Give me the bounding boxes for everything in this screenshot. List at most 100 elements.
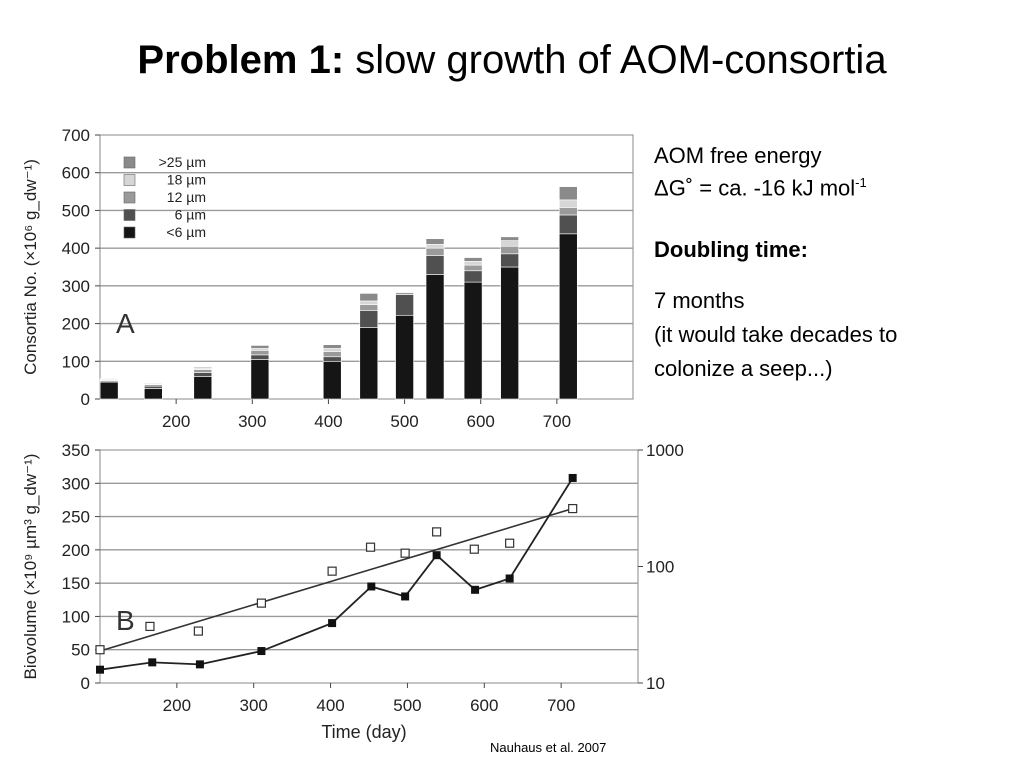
panel-a-bar-segment <box>463 264 483 272</box>
panel-a-ytick-label: 300 <box>62 277 90 296</box>
panel-a-bar-segment <box>250 345 270 349</box>
panel-b-filled-point <box>432 551 441 560</box>
panel-b-open-point <box>365 542 376 552</box>
panel-b-filled-point <box>505 574 514 583</box>
panel-a-bar-segment <box>359 304 379 311</box>
panel-b-ytick-label: 250 <box>62 508 90 527</box>
panel-a-ylabel: Consortia No. (×10⁶ g_dw⁻¹) <box>21 159 40 375</box>
legend-swatch <box>123 174 136 186</box>
panel-a-ytick-label: 0 <box>81 390 90 409</box>
panel-b-ytick-label: 300 <box>62 474 90 493</box>
panel-b-frame <box>99 449 639 684</box>
panel-b-ylabel: Biovolume (×10⁹ µm³ g_dw⁻¹) <box>21 454 40 680</box>
panel-a-bar-segment <box>500 266 519 400</box>
panel-b-open-point <box>327 566 337 576</box>
panel-b-filled-point <box>148 658 157 667</box>
doubling-note1: (it would take decades to <box>654 322 898 347</box>
panel-a-label: A <box>116 308 135 339</box>
panel-b-open-point <box>469 544 479 554</box>
panel-a-bar-segment <box>500 240 519 247</box>
doubling-text: 7 months (it would take decades to colon… <box>654 284 897 386</box>
panel-a-bar-segment <box>322 348 342 352</box>
panel-a-bar-segment <box>250 354 270 360</box>
legend-label: 6 µm <box>175 207 206 223</box>
panel-a-bar-segment <box>558 214 578 235</box>
panel-a-bar-segment <box>425 238 445 245</box>
panel-a-xtick-label: 500 <box>390 412 418 431</box>
panel-a-xtick-label: 300 <box>238 412 266 431</box>
panel-b-xtick-label: 400 <box>316 696 344 715</box>
panel-b-ytick-label: 0 <box>81 674 90 693</box>
panel-b-filled-point <box>471 585 480 594</box>
panel-b-filled-point <box>367 582 376 591</box>
panel-a-bar-segment <box>322 351 342 358</box>
panel-b-filled-point <box>257 647 266 656</box>
panel-a-ytick-label: 500 <box>62 201 90 220</box>
panel-a-bar-segment <box>144 388 163 400</box>
doubling-note2: colonize a seep...) <box>654 356 833 381</box>
panel-a-ytick-label: 700 <box>62 126 90 145</box>
panel-a-bar-segment <box>144 382 163 385</box>
panel-b-open-point <box>432 527 442 537</box>
panel-a-bar-segment <box>193 372 213 377</box>
panel-a-bar-segment <box>322 360 342 400</box>
legend-label: >25 µm <box>159 154 206 170</box>
legend-swatch <box>123 191 136 204</box>
panel-a-bar-segment <box>395 294 414 316</box>
panel-b-filled-point <box>96 665 104 674</box>
title-rest: slow growth of AOM-consortia <box>344 38 887 82</box>
panel-b-ytick-label: 350 <box>62 441 90 460</box>
panel-a-bar-segment <box>322 344 342 349</box>
panel-b-y2tick-label: 1000 <box>646 441 684 460</box>
energy-text: AOM free energy ΔG˚ = ca. -16 kJ mol-1 <box>654 142 867 201</box>
panel-b-open-point <box>400 548 410 558</box>
panel-b-ytick-label: 50 <box>71 641 90 660</box>
panel-a-bar-segment <box>425 255 445 275</box>
panel-b-xtick-label: 700 <box>547 696 575 715</box>
panel-a-bar-segment <box>99 378 119 380</box>
panel-a-bar-segment <box>250 350 270 356</box>
panel-a-bar-segment <box>500 236 519 241</box>
energy-line1: AOM free energy <box>654 143 822 168</box>
panel-b-xtick-label: 200 <box>163 696 191 715</box>
panel-a-xtick-label: 400 <box>314 412 342 431</box>
panel-a-ytick-label: 200 <box>62 315 90 334</box>
panel-a-bar-segment <box>359 327 379 400</box>
panel-b-open-point <box>568 503 578 514</box>
panel-a-bar-segment <box>193 376 213 400</box>
panel-b-ytick-label: 200 <box>62 541 90 560</box>
panel-b-trend-line <box>99 507 573 652</box>
panel-a-bar-segment <box>322 356 342 362</box>
panel-a-ytick-label: 100 <box>62 352 90 371</box>
panel-a-bar-segment <box>463 281 483 400</box>
panel-a-bar-segment <box>395 291 414 293</box>
panel-a-bar-segment <box>359 293 379 302</box>
panel-a-xtick-label: 600 <box>467 412 495 431</box>
title-bold: Problem 1: <box>137 38 345 82</box>
panel-b-label: B <box>116 605 135 636</box>
panel-a-bar-segment <box>558 199 578 208</box>
panel-a-bar-segment <box>250 359 270 400</box>
slide-title: Problem 1: slow growth of AOM-consortia <box>0 38 1024 83</box>
citation: Nauhaus et al. 2007 <box>490 740 607 755</box>
panel-b-y2tick-label: 10 <box>646 674 665 693</box>
energy-line2: ΔG˚ = ca. -16 kJ mol-1 <box>654 175 867 201</box>
legend-swatch <box>123 209 136 221</box>
panel-b-filled-point <box>568 473 577 482</box>
panel-a-bar-segment <box>193 369 213 373</box>
panel-b-open-point <box>505 538 515 548</box>
panel-b-filled-point <box>195 660 204 669</box>
panel-a-bar-segment <box>463 257 483 262</box>
legend-label: 18 µm <box>167 172 206 188</box>
panel-b-ytick-label: 150 <box>62 574 90 593</box>
panel-a-bar-segment <box>144 385 163 389</box>
panel-b-open-point <box>145 621 155 632</box>
panel-a-bar-segment <box>99 381 119 400</box>
panel-a-bar-segment <box>558 186 578 201</box>
panel-b-xtick-label: 600 <box>470 696 498 715</box>
panel-a-bar-segment <box>558 233 578 400</box>
legend-label: <6 µm <box>166 224 206 240</box>
panel-a-bar-segment <box>558 207 578 216</box>
panel-a-bar-segment <box>359 310 379 328</box>
